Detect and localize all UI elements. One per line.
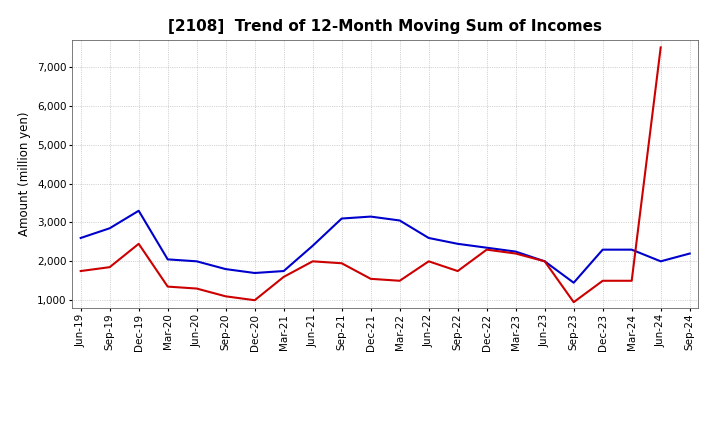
Ordinary Income	[163, 257, 172, 262]
Net Income	[192, 286, 201, 291]
Ordinary Income	[482, 245, 491, 250]
Net Income	[338, 260, 346, 266]
Line: Ordinary Income: Ordinary Income	[81, 211, 690, 283]
Net Income	[163, 284, 172, 289]
Net Income	[482, 247, 491, 252]
Net Income	[598, 278, 607, 283]
Net Income	[570, 300, 578, 305]
Net Income	[657, 45, 665, 50]
Ordinary Income	[454, 241, 462, 246]
Net Income	[511, 251, 520, 256]
Net Income	[279, 274, 288, 279]
Ordinary Income	[395, 218, 404, 223]
Y-axis label: Amount (million yen): Amount (million yen)	[19, 112, 32, 236]
Ordinary Income	[105, 226, 114, 231]
Net Income	[627, 278, 636, 283]
Ordinary Income	[338, 216, 346, 221]
Net Income	[135, 241, 143, 246]
Ordinary Income	[251, 270, 259, 275]
Ordinary Income	[279, 268, 288, 274]
Net Income	[395, 278, 404, 283]
Ordinary Income	[424, 235, 433, 241]
Ordinary Income	[570, 280, 578, 286]
Ordinary Income	[598, 247, 607, 252]
Title: [2108]  Trend of 12-Month Moving Sum of Incomes: [2108] Trend of 12-Month Moving Sum of I…	[168, 19, 602, 34]
Ordinary Income	[135, 208, 143, 213]
Net Income	[366, 276, 375, 282]
Ordinary Income	[627, 247, 636, 252]
Ordinary Income	[541, 259, 549, 264]
Line: Net Income: Net Income	[81, 48, 661, 302]
Net Income	[541, 259, 549, 264]
Net Income	[221, 293, 230, 299]
Net Income	[76, 268, 85, 274]
Ordinary Income	[657, 259, 665, 264]
Ordinary Income	[308, 243, 317, 249]
Ordinary Income	[76, 235, 85, 241]
Ordinary Income	[511, 249, 520, 254]
Net Income	[308, 259, 317, 264]
Net Income	[251, 297, 259, 303]
Net Income	[424, 259, 433, 264]
Ordinary Income	[221, 267, 230, 272]
Ordinary Income	[366, 214, 375, 219]
Ordinary Income	[685, 251, 694, 256]
Net Income	[105, 264, 114, 270]
Ordinary Income	[192, 259, 201, 264]
Net Income	[454, 268, 462, 274]
